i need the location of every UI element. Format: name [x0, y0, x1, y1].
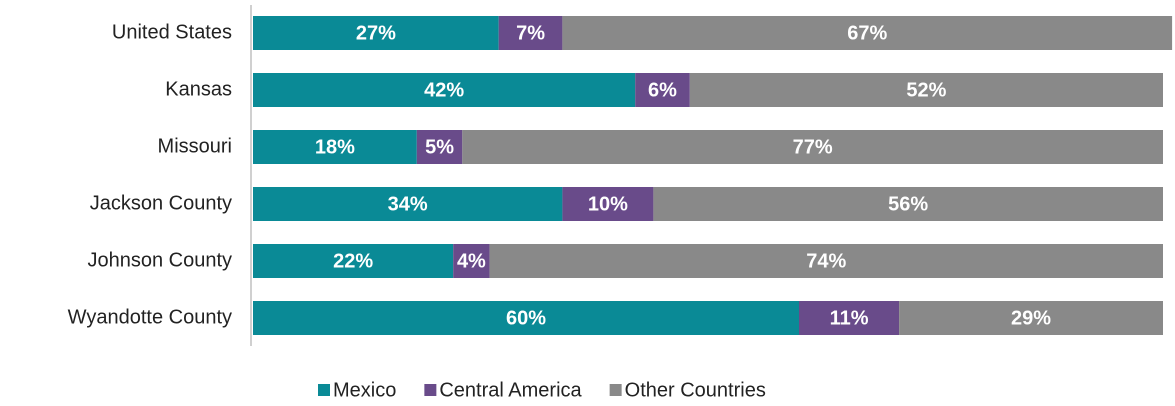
- value-label: 10%: [588, 193, 628, 215]
- bar-segment: [562, 187, 654, 221]
- value-label: 67%: [847, 22, 887, 44]
- value-label: 74%: [806, 250, 846, 272]
- bar-segment: [462, 130, 1163, 164]
- bar-segment: [253, 187, 563, 221]
- category-label: United States: [112, 21, 232, 43]
- bar-segment: [453, 244, 490, 278]
- bar-segment: [653, 187, 1163, 221]
- value-label: 22%: [333, 250, 373, 272]
- category-label: Wyandotte County: [68, 306, 232, 328]
- value-label: 60%: [506, 307, 546, 329]
- value-label: 52%: [906, 79, 946, 101]
- value-label: 42%: [424, 79, 464, 101]
- legend-label: Mexico: [333, 379, 396, 401]
- value-label: 4%: [457, 250, 486, 272]
- bar-segment: [253, 16, 499, 50]
- legend-label: Central America: [439, 379, 582, 401]
- value-label: 18%: [315, 136, 355, 158]
- category-label: Kansas: [165, 78, 232, 100]
- category-label: Johnson County: [87, 249, 232, 271]
- bar-segment: [635, 73, 690, 107]
- legend-swatch: [609, 384, 622, 396]
- category-label: Missouri: [158, 135, 232, 157]
- bar-segment: [498, 16, 563, 50]
- value-label: 77%: [793, 136, 833, 158]
- bar-segment: [253, 301, 799, 335]
- value-label: 11%: [830, 307, 869, 329]
- bar-segment: [253, 244, 454, 278]
- bar-segment: [799, 301, 900, 335]
- legend-swatch: [424, 384, 437, 396]
- value-label: 29%: [1011, 307, 1051, 329]
- bar-segment: [899, 301, 1163, 335]
- category-label: Jackson County: [90, 192, 232, 214]
- legend-label: Other Countries: [625, 379, 766, 401]
- bar-segment: [416, 130, 463, 164]
- value-label: 5%: [425, 136, 454, 158]
- value-label: 56%: [888, 193, 928, 215]
- bar-segment: [489, 244, 1164, 278]
- bar-segment: [689, 73, 1163, 107]
- legend-swatch: [318, 384, 330, 396]
- value-label: 6%: [648, 79, 677, 101]
- value-label: 7%: [516, 22, 545, 44]
- value-label: 34%: [388, 193, 428, 215]
- bar-segment: [253, 130, 417, 164]
- bar-segment: [562, 16, 1173, 50]
- bar-segment: [253, 73, 636, 107]
- value-label: 27%: [356, 22, 396, 44]
